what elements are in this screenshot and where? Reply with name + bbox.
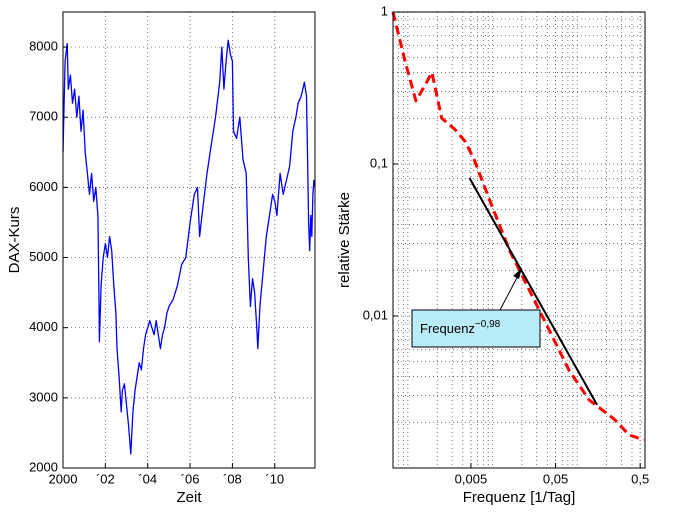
y-tick-label: 0,1 [370,155,388,170]
plot-area [63,12,315,468]
y-tick-label: 1 [381,3,388,18]
y-axis-label: DAX-Kurs [6,207,23,274]
y-tick-label: 7000 [29,109,58,124]
x-axis-label: Zeit [176,489,202,506]
x-tick-label: ´10 [265,471,284,486]
y-tick-label: 2000 [29,459,58,474]
data-line [62,39,316,455]
plot-area [393,12,645,468]
y-axis-label: relative Stärke [336,192,353,288]
y-tick-label: 3000 [29,389,58,404]
x-axis-label: Frequenz [1/Tag] [463,489,576,506]
annotation-box [411,309,541,348]
y-tick-label: 6000 [29,179,58,194]
arrow-head [513,268,522,279]
annotation-exponent: −0,98 [475,319,501,330]
x-tick-label: ´08 [223,471,242,486]
data-line [391,11,645,442]
x-tick-label: ´06 [181,471,200,486]
x-tick-label: ´04 [138,471,157,486]
axes-frame [62,11,316,469]
y-tick-label: 4000 [29,319,58,334]
y-tick-label: 5000 [29,249,58,264]
x-tick-label: 2000 [49,471,78,486]
y-tick-label: 8000 [29,39,58,54]
annotation-text: Frequenz−0,98 [420,319,501,337]
y-tick-label: 0,01 [363,307,388,322]
x-tick-label: 0,05 [543,471,568,486]
x-tick-label: 0,005 [455,471,488,486]
x-tick-label: ´02 [96,471,115,486]
annotation-arrow [499,271,521,311]
x-tick-label: 0,5 [631,471,649,486]
annotation-main: Frequenz [420,321,475,336]
data-line [468,177,598,406]
axes-frame [392,11,646,469]
